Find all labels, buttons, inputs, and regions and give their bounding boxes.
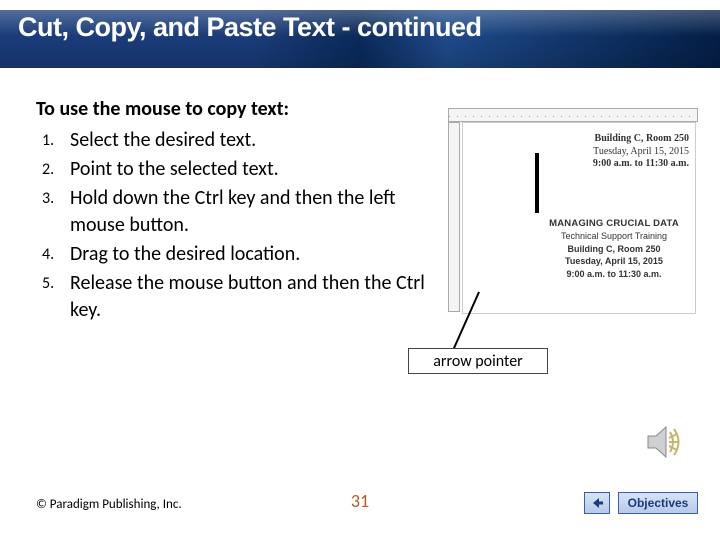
page-number: 31: [351, 490, 369, 512]
step-text: Hold down the Ctrl key and then the left…: [70, 185, 426, 239]
text-cursor: [535, 153, 539, 213]
word-screenshot: Building C, Room 250 Tuesday, April 15, …: [448, 108, 698, 318]
list-item: 2.Point to the selected text.: [42, 156, 426, 183]
step-text: Release the mouse button and then the Ct…: [70, 270, 426, 324]
step-text: Select the desired text.: [70, 127, 426, 154]
step-text: Point to the selected text.: [70, 156, 426, 183]
body-text: To use the mouse to copy text: 1.Select …: [36, 96, 426, 326]
objectives-button[interactable]: Objectives: [618, 492, 698, 514]
horizontal-ruler: [448, 108, 698, 122]
doc-line: 9:00 a.m. to 11:30 a.m.: [539, 268, 689, 281]
doc-line: 9:00 a.m. to 11:30 a.m.: [569, 158, 689, 171]
doc-line: Tuesday, April 15, 2015: [539, 255, 689, 268]
list-item: 4.Drag to the desired location.: [42, 241, 426, 268]
doc-line: Tuesday, April 15, 2015: [569, 146, 689, 159]
doc-line: Building C, Room 250: [569, 133, 689, 146]
doc-heading: MANAGING CRUCIAL DATA: [539, 217, 689, 230]
audio-icon[interactable]: [644, 424, 686, 460]
nav-group: Objectives: [584, 492, 698, 514]
list-item: 5.Release the mouse button and then the …: [42, 270, 426, 324]
step-number: 1.: [42, 127, 70, 152]
document-area: Building C, Room 250 Tuesday, April 15, …: [462, 122, 696, 314]
objectives-label: Objectives: [628, 496, 689, 510]
doc-text-top: Building C, Room 250 Tuesday, April 15, …: [569, 133, 689, 171]
step-number: 5.: [42, 270, 70, 295]
step-list: 1.Select the desired text. 2.Point to th…: [36, 127, 426, 324]
slide-title: Cut, Copy, and Paste Text - continued: [18, 12, 698, 43]
copyright-text: © Paradigm Publishing, Inc.: [36, 497, 182, 512]
doc-text-mid: MANAGING CRUCIAL DATA Technical Support …: [539, 217, 689, 281]
callout-text: arrow pointer: [433, 352, 523, 371]
callout-label: arrow pointer: [408, 348, 548, 374]
intro-text: To use the mouse to copy text:: [36, 96, 426, 123]
step-number: 3.: [42, 185, 70, 210]
doc-line: Building C, Room 250: [539, 243, 689, 256]
doc-line: Technical Support Training: [539, 230, 689, 243]
list-item: 3.Hold down the Ctrl key and then the le…: [42, 185, 426, 239]
list-item: 1.Select the desired text.: [42, 127, 426, 154]
step-number: 2.: [42, 156, 70, 181]
step-text: Drag to the desired location.: [70, 241, 426, 268]
nav-back-button[interactable]: [584, 492, 610, 514]
vertical-ruler: [448, 122, 460, 312]
arrow-left-icon: [590, 496, 604, 510]
step-number: 4.: [42, 241, 70, 266]
